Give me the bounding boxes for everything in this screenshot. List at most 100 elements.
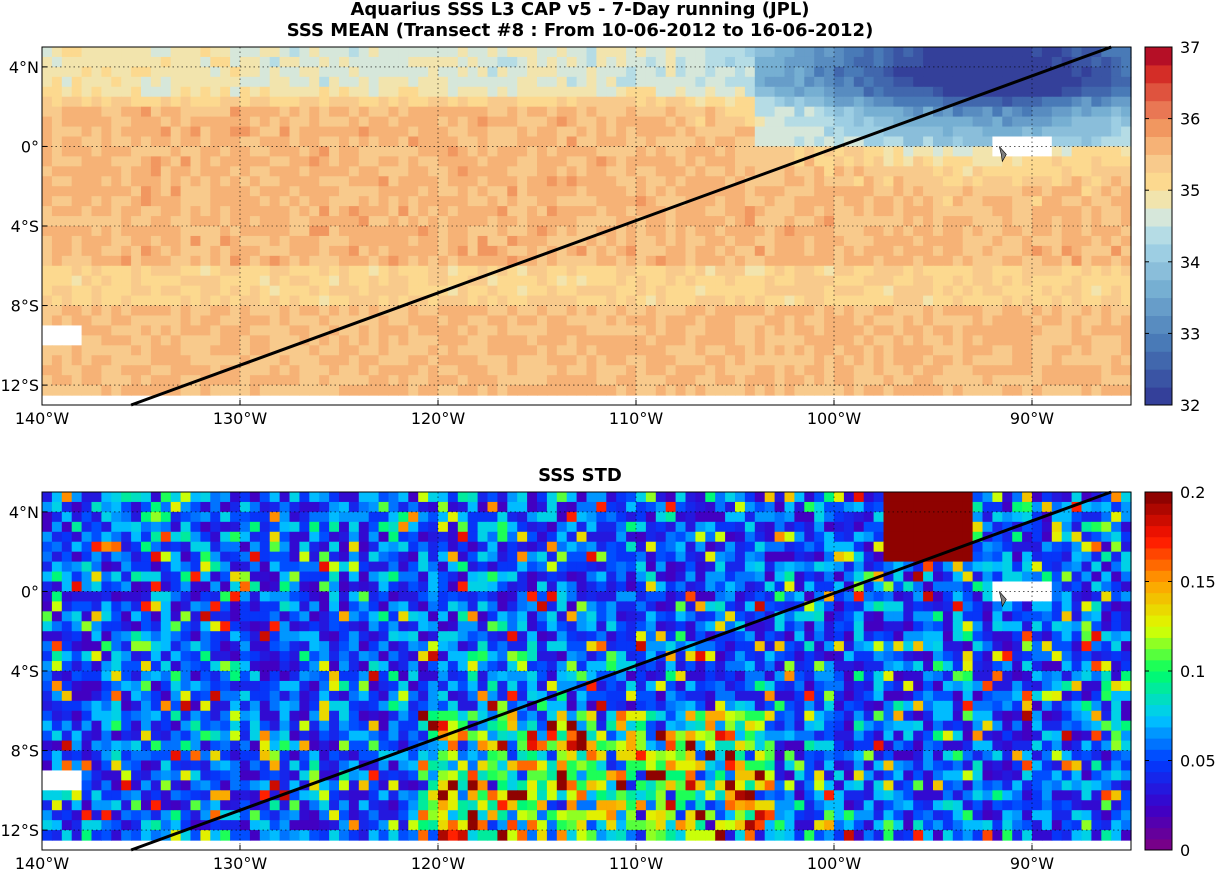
- mean-cell: [210, 196, 221, 207]
- mean-cell: [269, 196, 281, 207]
- mean-cell: [339, 136, 350, 148]
- mean-cell: [428, 86, 439, 98]
- std-cell: [279, 541, 291, 553]
- mean-cell: [715, 156, 726, 167]
- std-cell: [418, 492, 429, 503]
- std-cell: [358, 492, 370, 503]
- std-cell: [398, 581, 409, 593]
- mean-cell: [91, 126, 102, 138]
- mean-cell: [269, 136, 281, 148]
- mean-cell: [348, 56, 360, 68]
- std-cell: [853, 531, 865, 543]
- std-cell: [339, 581, 350, 593]
- mean-cell: [636, 196, 647, 207]
- mean-cell: [487, 126, 498, 138]
- mean-cell: [655, 146, 667, 157]
- mean-cell: [348, 176, 360, 187]
- mean-cell: [408, 126, 419, 138]
- std-cell: [1012, 511, 1023, 523]
- mean-cell: [160, 156, 172, 167]
- std-cell: [1002, 492, 1013, 503]
- std-cell: [903, 541, 914, 553]
- std-cell: [329, 571, 340, 583]
- mean-cell: [834, 106, 845, 118]
- std-cell: [645, 541, 657, 553]
- mean-cell: [576, 146, 588, 157]
- mean-cell: [735, 206, 746, 217]
- std-cell: [537, 531, 548, 543]
- std-cell: [507, 551, 518, 563]
- mean-cell: [903, 136, 914, 148]
- mean-cell: [428, 136, 439, 148]
- std-cell: [438, 521, 449, 533]
- mean-cell: [873, 146, 885, 157]
- mean-cell: [230, 146, 241, 157]
- mean-cell: [566, 106, 578, 118]
- std-cell: [259, 541, 271, 553]
- std-cell: [457, 571, 469, 583]
- mean-cell: [1051, 166, 1063, 177]
- mean-cell: [358, 56, 370, 68]
- mean-cell: [626, 126, 637, 138]
- mean-cell: [200, 206, 211, 217]
- std-cell: [754, 581, 766, 593]
- mean-cell: [81, 136, 93, 148]
- mean-cell: [695, 106, 706, 118]
- mean-cell: [1041, 146, 1053, 157]
- std-cell: [1121, 501, 1132, 513]
- std-cell: [289, 531, 300, 543]
- mean-cell: [774, 146, 786, 157]
- mean-cell: [675, 47, 687, 58]
- mean-cell: [824, 156, 835, 167]
- mean-cell: [180, 146, 192, 157]
- mean-cell: [141, 106, 152, 118]
- mean-cell: [200, 66, 211, 78]
- std-cell: [665, 571, 677, 583]
- mean-cell: [725, 56, 736, 68]
- mean-cell: [348, 76, 360, 88]
- mean-cell: [784, 76, 795, 88]
- std-cell: [101, 541, 112, 553]
- std-cell: [111, 492, 122, 503]
- mean-cell: [249, 166, 261, 177]
- mean-cell: [735, 126, 746, 138]
- std-cell: [586, 531, 597, 543]
- std-cell: [873, 521, 885, 533]
- std-cell: [81, 501, 93, 513]
- mean-cell: [101, 106, 112, 118]
- std-cell: [774, 531, 786, 543]
- mean-cell: [408, 116, 419, 128]
- std-cell: [121, 531, 132, 543]
- std-cell: [61, 551, 73, 563]
- mean-cell: [784, 156, 795, 167]
- std-cell: [160, 561, 172, 573]
- mean-cell: [1022, 196, 1033, 207]
- mean-cell: [507, 196, 518, 207]
- mean-cell: [972, 176, 984, 187]
- mean-cell: [923, 66, 934, 78]
- mean-cell: [299, 86, 310, 98]
- std-cell: [843, 501, 855, 513]
- mean-cell: [1032, 186, 1043, 197]
- mean-cell: [665, 146, 677, 157]
- std-cell: [655, 511, 667, 523]
- mean-cell: [982, 76, 993, 88]
- mean-cell: [131, 186, 142, 197]
- std-cell: [675, 531, 687, 543]
- mean-cell: [824, 106, 835, 118]
- mean-cell: [784, 106, 795, 118]
- mean-cell: [299, 47, 310, 58]
- std-cell: [784, 531, 795, 543]
- mean-cell: [527, 126, 538, 138]
- std-cell: [843, 551, 855, 563]
- mean-cell: [636, 106, 647, 118]
- mean-cell: [259, 96, 271, 108]
- mean-cell: [576, 86, 588, 98]
- mean-cell: [150, 76, 162, 88]
- std-cell: [913, 492, 924, 503]
- sss-mean-map: 140°W 130°W 120°W 110°W 100°W 90°W4°N0°4°S8°S…: [0, 38, 1200, 428]
- mean-cell: [576, 136, 588, 148]
- mean-cell: [121, 186, 132, 197]
- std-cell: [695, 492, 706, 503]
- std-cell: [269, 511, 281, 523]
